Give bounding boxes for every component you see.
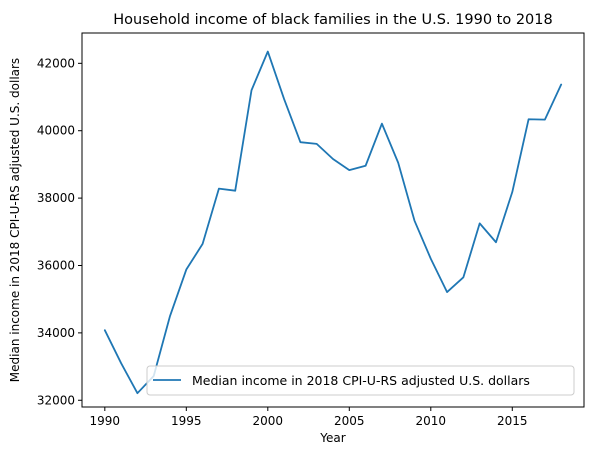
- data-point: [462, 276, 464, 278]
- x-tick-label: 2000: [253, 414, 284, 428]
- data-point: [316, 143, 318, 145]
- x-tick-label: 2010: [416, 414, 447, 428]
- x-tick-label: 1990: [90, 414, 121, 428]
- y-axis: 32000 34000 36000 38000 40000 42000: [37, 56, 82, 407]
- data-point: [544, 119, 546, 121]
- x-axis: 1990 1995 2000 2005 2010 2015: [90, 407, 528, 428]
- data-point: [218, 188, 220, 190]
- y-tick-label: 40000: [37, 124, 75, 138]
- series-line: [103, 50, 563, 395]
- data-point: [267, 51, 269, 53]
- data-point: [511, 191, 513, 193]
- data-point: [104, 329, 106, 331]
- data-point: [528, 118, 530, 120]
- data-point: [169, 315, 171, 317]
- data-point: [479, 222, 481, 224]
- data-point: [300, 141, 302, 143]
- x-tick-label: 2015: [497, 414, 528, 428]
- data-point: [414, 220, 416, 222]
- y-axis-label: Median income in 2018 CPI-U-RS adjusted …: [8, 58, 22, 382]
- chart-title: Household income of black families in th…: [113, 12, 552, 28]
- y-tick-label: 42000: [37, 56, 75, 70]
- series-layer: [103, 50, 563, 395]
- x-axis-label: Year: [319, 431, 345, 445]
- data-point: [202, 243, 204, 245]
- data-point: [397, 162, 399, 164]
- data-point: [251, 89, 253, 91]
- data-point: [348, 169, 350, 171]
- y-tick-label: 32000: [37, 393, 75, 407]
- legend: Median income in 2018 CPI-U-RS adjusted …: [146, 365, 575, 396]
- data-point: [234, 190, 236, 192]
- data-point: [495, 241, 497, 243]
- legend-label: Median income in 2018 CPI-U-RS adjusted …: [192, 373, 530, 388]
- data-point: [560, 84, 562, 86]
- y-tick-label: 36000: [37, 258, 75, 272]
- data-point: [381, 123, 383, 125]
- data-point: [185, 269, 187, 271]
- data-point: [365, 165, 367, 167]
- y-tick-label: 34000: [37, 326, 75, 340]
- x-tick-label: 2005: [334, 414, 365, 428]
- data-point: [332, 158, 334, 160]
- data-point: [120, 362, 122, 364]
- data-point: [137, 392, 139, 394]
- data-point: [446, 291, 448, 293]
- y-tick-label: 38000: [37, 191, 75, 205]
- data-point: [430, 258, 432, 260]
- plot-area: [81, 32, 585, 408]
- x-tick-label: 1995: [171, 414, 202, 428]
- legend-box: [146, 365, 575, 396]
- data-point: [283, 98, 285, 100]
